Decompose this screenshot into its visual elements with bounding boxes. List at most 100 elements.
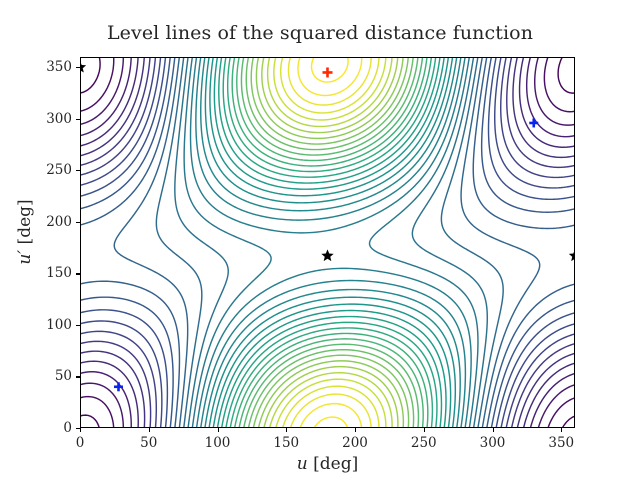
- contour-level-line: [231, 57, 428, 167]
- contour-level-line: [313, 416, 349, 428]
- x-tick-mark: [492, 428, 494, 432]
- contour-level-line: [440, 57, 504, 428]
- x-tick-mark: [423, 428, 425, 432]
- contour-level-line: [80, 57, 157, 176]
- contour-level-line: [472, 57, 575, 230]
- y-axis-unit: [deg]: [15, 199, 35, 245]
- x-axis-label: u [deg]: [80, 454, 575, 474]
- contour-level-line: [512, 57, 575, 159]
- maximum-marker-red: [322, 67, 333, 78]
- saddle-marker-top-left: [80, 60, 87, 73]
- page-title: Level lines of the squared distance func…: [106, 22, 534, 44]
- contour-level-line: [80, 57, 176, 226]
- contour-level-line: [208, 296, 457, 428]
- x-tick-mark: [561, 428, 563, 432]
- contour-level-line: [80, 382, 125, 428]
- contour-level-line: [80, 360, 139, 428]
- contour-level-line: [516, 352, 575, 428]
- contour-level-line: [368, 57, 479, 428]
- contour-level-line: [252, 354, 410, 428]
- star-icon: [321, 249, 334, 262]
- contour-level-line: [80, 57, 125, 126]
- contour-level-line: [299, 402, 363, 428]
- contour-level-line: [80, 57, 167, 197]
- contour-level-line: [189, 57, 466, 234]
- y-tick-label: 50: [54, 368, 72, 385]
- contour-level-line: [80, 57, 171, 210]
- contour-level-line: [281, 385, 380, 428]
- contour-level-line: [287, 57, 372, 106]
- contour-level-line: [525, 57, 575, 138]
- contour-level-line: [222, 57, 437, 178]
- y-tick-mark: [76, 118, 80, 120]
- contour-level-line: [229, 327, 434, 428]
- y-tick-mark: [76, 221, 80, 223]
- x-tick-label: 200: [342, 435, 368, 451]
- contour-level-line: [261, 57, 399, 134]
- contour-level-line: [310, 57, 349, 83]
- x-tick-mark: [148, 428, 150, 432]
- contour-level-line: [226, 57, 433, 173]
- y-tick-label: 150: [46, 265, 72, 282]
- saddle-marker-center: [321, 249, 334, 262]
- contour-level-line: [195, 57, 462, 221]
- x-tick-label: 350: [548, 435, 575, 451]
- contour-level-line: [80, 57, 151, 167]
- contour-level-line: [494, 57, 575, 189]
- contour-level-line: [529, 372, 575, 428]
- y-axis-label: u′ [deg]: [15, 122, 35, 342]
- contour-level-line: [80, 414, 101, 428]
- contour-level-line: [411, 57, 489, 428]
- contour-level-line: [289, 393, 372, 428]
- contour-level-line: [80, 57, 139, 147]
- x-tick-label: 300: [479, 435, 506, 451]
- contour-level-line: [490, 299, 575, 428]
- y-tick-mark: [76, 428, 80, 430]
- y-tick-mark: [76, 376, 80, 378]
- contour-level-line: [263, 365, 399, 428]
- y-tick-label: 300: [46, 110, 72, 127]
- contour-level-line: [487, 57, 575, 201]
- contour-level-line: [250, 57, 409, 145]
- contour-level-line: [233, 332, 429, 428]
- contour-level-line: [510, 342, 575, 428]
- contour-level-line: [297, 57, 363, 97]
- contour-level-line: [80, 340, 152, 428]
- contour-level-line: [216, 309, 447, 428]
- contour-level-line: [80, 57, 162, 187]
- x-tick-label: 100: [204, 435, 231, 451]
- contour-level-line: [200, 57, 458, 212]
- contour-level-line: [212, 303, 452, 428]
- contour-level-line: [80, 320, 163, 428]
- contour-level-line: [80, 350, 146, 428]
- x-tick-mark: [80, 428, 82, 432]
- contour-level-line: [537, 383, 575, 428]
- contour-level-line: [80, 395, 115, 428]
- contour-level-line: [200, 279, 467, 428]
- x-tick-mark: [355, 428, 357, 432]
- contour-level-line: [195, 267, 472, 428]
- x-tick-label: 50: [140, 435, 158, 451]
- contour-level-line: [209, 57, 450, 197]
- y-tick-label: 0: [63, 420, 72, 436]
- contour-level-line: [518, 57, 575, 148]
- star-icon: [80, 60, 87, 73]
- contour-level-line: [80, 330, 158, 428]
- contour-level-line: [268, 372, 393, 428]
- contour-level-line: [279, 57, 380, 114]
- contour-level-line: [155, 57, 203, 428]
- contour-level-line: [500, 323, 575, 428]
- contour-level-line: [495, 312, 575, 428]
- saddle-marker-right: [568, 249, 575, 262]
- y-tick-mark: [76, 67, 80, 69]
- contour-level-line: [213, 57, 445, 190]
- contour-level-line: [547, 397, 575, 428]
- contour-level-line: [225, 321, 438, 428]
- contour-level-line: [204, 288, 461, 428]
- y-tick-label: 250: [46, 162, 72, 179]
- y-tick-mark: [76, 273, 80, 275]
- star-icon: [568, 249, 575, 262]
- contour-level-line: [236, 57, 424, 162]
- contour-level-line: [183, 57, 272, 428]
